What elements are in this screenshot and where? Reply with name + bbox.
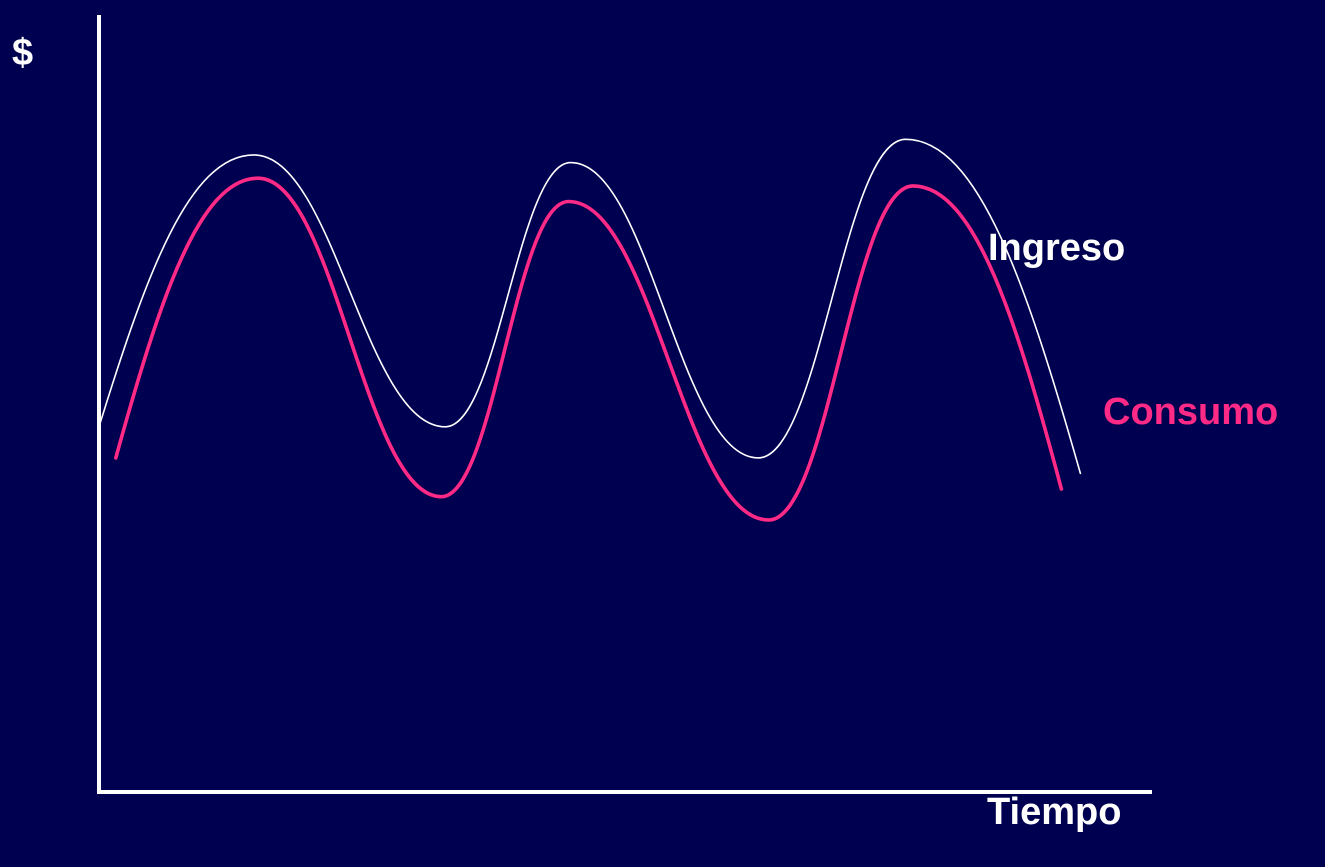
series-layer [98, 138, 1082, 522]
series-line-consumo [114, 176, 1064, 522]
y-axis-label: $ [12, 32, 34, 74]
legend-ingreso: Ingreso [988, 227, 1126, 269]
series-line-ingreso [98, 138, 1082, 475]
legend-consumo: Consumo [1103, 391, 1279, 433]
x-axis-label: Tiempo [987, 791, 1122, 833]
